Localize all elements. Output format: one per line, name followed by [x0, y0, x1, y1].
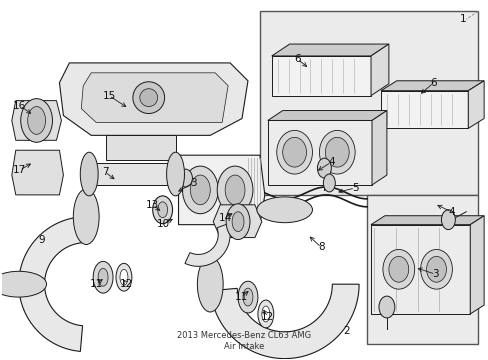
Polygon shape — [178, 155, 264, 225]
Ellipse shape — [232, 212, 244, 231]
Ellipse shape — [426, 256, 446, 282]
Ellipse shape — [217, 166, 252, 214]
Polygon shape — [380, 91, 468, 129]
Polygon shape — [366, 195, 477, 344]
Ellipse shape — [93, 261, 113, 293]
Ellipse shape — [382, 249, 414, 289]
Ellipse shape — [166, 152, 184, 196]
Polygon shape — [271, 56, 370, 96]
Polygon shape — [370, 216, 483, 225]
Polygon shape — [380, 81, 483, 91]
Ellipse shape — [238, 281, 257, 313]
Ellipse shape — [317, 158, 331, 178]
Text: 3: 3 — [431, 269, 438, 279]
Ellipse shape — [224, 175, 244, 205]
Ellipse shape — [243, 288, 252, 306]
Ellipse shape — [120, 269, 128, 285]
Polygon shape — [184, 224, 230, 266]
Text: 11: 11 — [89, 279, 102, 289]
Polygon shape — [19, 217, 86, 351]
Ellipse shape — [262, 306, 269, 322]
Text: 13: 13 — [146, 200, 159, 210]
Polygon shape — [12, 100, 61, 140]
Polygon shape — [271, 44, 388, 56]
Text: 6: 6 — [429, 78, 436, 88]
Polygon shape — [89, 163, 175, 185]
Polygon shape — [12, 150, 63, 195]
Text: 5: 5 — [351, 183, 358, 193]
Ellipse shape — [133, 82, 164, 113]
Ellipse shape — [378, 296, 394, 318]
Text: 2013 Mercedes-Benz CL63 AMG
Air Intake: 2013 Mercedes-Benz CL63 AMG Air Intake — [177, 331, 311, 351]
Ellipse shape — [140, 89, 157, 107]
Polygon shape — [81, 73, 228, 122]
Ellipse shape — [257, 300, 273, 328]
Ellipse shape — [282, 137, 306, 167]
Text: 8: 8 — [317, 243, 324, 252]
Ellipse shape — [0, 271, 46, 297]
Text: 4: 4 — [447, 207, 454, 217]
Polygon shape — [106, 135, 175, 160]
Text: 3: 3 — [190, 178, 196, 188]
Ellipse shape — [276, 130, 312, 174]
Ellipse shape — [28, 107, 45, 134]
Text: 16: 16 — [13, 100, 26, 111]
Polygon shape — [210, 284, 358, 359]
Ellipse shape — [225, 204, 249, 239]
Text: 2: 2 — [342, 326, 349, 336]
Text: 4: 4 — [327, 157, 334, 167]
Polygon shape — [468, 81, 483, 129]
Text: 7: 7 — [102, 167, 108, 177]
Ellipse shape — [20, 99, 52, 142]
Polygon shape — [60, 63, 247, 135]
Ellipse shape — [98, 268, 108, 286]
Ellipse shape — [73, 189, 99, 244]
Text: 12: 12 — [261, 312, 274, 322]
Polygon shape — [370, 225, 469, 314]
Text: 10: 10 — [157, 219, 170, 229]
Polygon shape — [267, 111, 386, 121]
Text: 15: 15 — [102, 91, 116, 101]
Ellipse shape — [420, 249, 451, 289]
Ellipse shape — [182, 166, 218, 214]
Ellipse shape — [80, 152, 98, 196]
Text: 6: 6 — [294, 54, 300, 64]
Ellipse shape — [441, 210, 454, 230]
Polygon shape — [370, 44, 388, 96]
Ellipse shape — [388, 256, 408, 282]
Polygon shape — [469, 216, 483, 314]
Ellipse shape — [323, 174, 335, 192]
Ellipse shape — [319, 130, 354, 174]
Ellipse shape — [197, 256, 223, 312]
Text: 11: 11 — [234, 292, 247, 302]
Polygon shape — [371, 111, 386, 185]
Text: 12: 12 — [120, 279, 133, 289]
Ellipse shape — [178, 169, 192, 187]
Ellipse shape — [190, 175, 210, 205]
Ellipse shape — [152, 196, 172, 224]
Text: 9: 9 — [38, 234, 45, 244]
Text: 1: 1 — [459, 14, 466, 24]
Ellipse shape — [157, 202, 167, 218]
Ellipse shape — [116, 264, 132, 291]
Polygon shape — [213, 205, 262, 238]
Ellipse shape — [325, 137, 348, 167]
Polygon shape — [267, 121, 371, 185]
Ellipse shape — [256, 197, 312, 223]
Text: 17: 17 — [13, 165, 26, 175]
Text: 14: 14 — [218, 213, 231, 223]
Polygon shape — [259, 11, 477, 195]
